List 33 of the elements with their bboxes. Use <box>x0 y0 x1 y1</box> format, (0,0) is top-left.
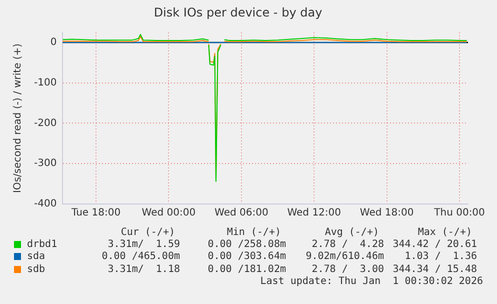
x-tick-label: Tue 18:00 <box>70 208 121 219</box>
y-tick-label: -400 <box>34 198 57 210</box>
text: 9.02m/610.46m <box>306 251 384 263</box>
text: Last update: Thu Jan 1 00:30:02 2026 <box>260 276 483 288</box>
text: 3.31m/ 1.18 <box>108 264 180 276</box>
text: Min (-/+) <box>226 227 281 239</box>
text: Cur (-/+) <box>120 227 175 239</box>
y-tick-label: -100 <box>34 77 57 88</box>
text: 0.00 /303.64m <box>208 251 286 263</box>
text: Max (-/+) <box>418 227 472 239</box>
text: 1.03 / 1.36 <box>404 251 477 263</box>
text: 344.34 / 15.48 <box>392 264 477 276</box>
x-tick-label: Wed 00:00 <box>142 208 196 219</box>
text: 0.00 /465.00m <box>102 251 180 263</box>
x-tick-label: Thu 00:00 <box>433 208 485 219</box>
text: 344.42 / 20.61 <box>392 239 477 251</box>
y-axis-title: IOs/second read (-) / write (+) <box>12 43 24 193</box>
text: Avg (-/+) <box>324 227 379 239</box>
text: 0.00 /181.02m <box>208 264 286 276</box>
legend-label: sda <box>27 251 46 263</box>
y-tick-label: -200 <box>34 118 57 129</box>
text: 2.78 / 3.00 <box>312 264 384 276</box>
text: 0.00 /258.08m <box>208 239 286 251</box>
x-tick-label: Wed 18:00 <box>360 208 414 219</box>
text: 2.78 / 4.28 <box>312 239 384 251</box>
text: 3.31m/ 1.59 <box>108 239 180 251</box>
x-tick-label: Wed 06:00 <box>214 208 268 219</box>
legend-label: sdb <box>27 264 46 276</box>
legend-label: drbd1 <box>27 239 58 251</box>
x-tick-label: Wed 12:00 <box>287 208 342 219</box>
y-tick-label: 0 <box>50 37 57 48</box>
chart-title: Disk IOs per device - by day <box>154 5 322 20</box>
y-tick-label: -300 <box>34 158 57 170</box>
